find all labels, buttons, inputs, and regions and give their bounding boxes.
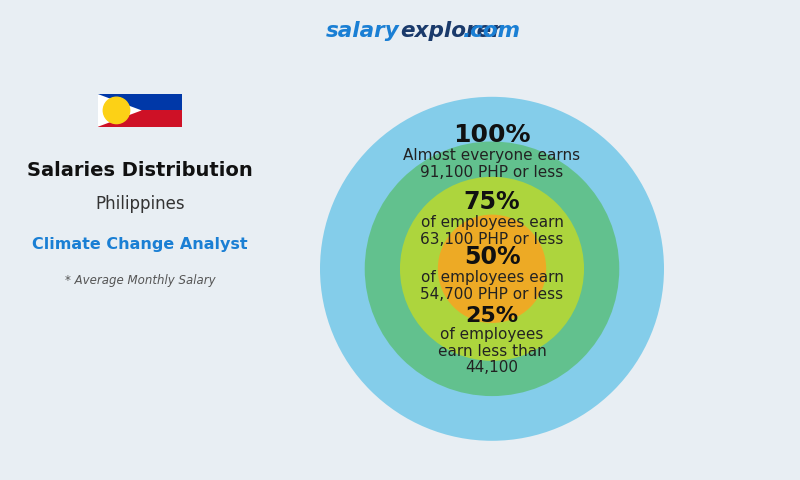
Text: 44,100: 44,100 [466,360,518,375]
Bar [98,110,182,127]
Circle shape [103,97,130,124]
Text: 25%: 25% [466,306,518,326]
Text: explorer: explorer [400,21,502,41]
Polygon shape [98,94,142,127]
Text: of employees earn: of employees earn [421,270,563,286]
Circle shape [400,177,584,361]
Text: 50%: 50% [464,245,520,269]
Text: earn less than: earn less than [438,344,546,359]
Text: of employees: of employees [440,327,544,342]
Text: Salaries Distribution: Salaries Distribution [27,161,253,180]
Text: of employees earn: of employees earn [421,216,563,230]
Circle shape [438,215,546,323]
Text: 63,100 PHP or less: 63,100 PHP or less [420,232,564,247]
Text: salary: salary [326,21,400,41]
Bar [98,94,182,110]
Text: * Average Monthly Salary: * Average Monthly Salary [65,274,215,288]
Text: Almost everyone earns: Almost everyone earns [403,148,581,163]
Text: .com: .com [462,21,520,41]
Circle shape [365,142,619,396]
Text: 91,100 PHP or less: 91,100 PHP or less [420,165,564,180]
Text: 54,700 PHP or less: 54,700 PHP or less [421,287,563,302]
Text: Philippines: Philippines [95,195,185,213]
Circle shape [320,97,664,441]
Text: 75%: 75% [464,190,520,214]
Text: Climate Change Analyst: Climate Change Analyst [32,237,248,252]
Text: 100%: 100% [454,123,530,147]
